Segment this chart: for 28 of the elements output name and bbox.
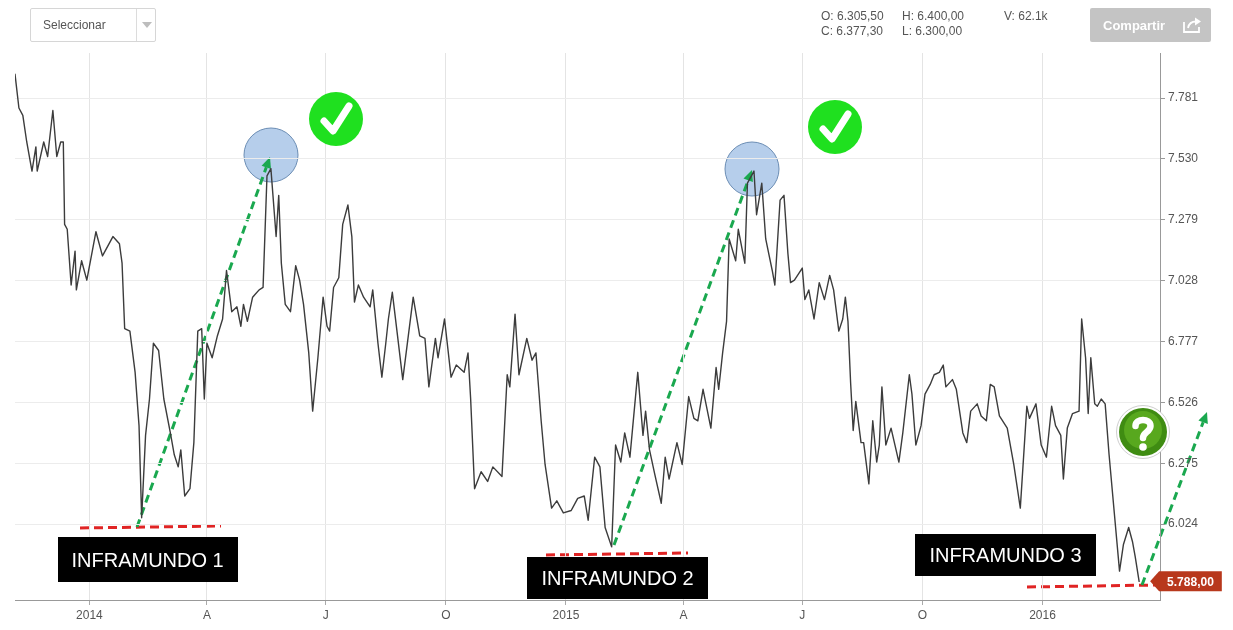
annotation: INFRAMUNDO 2 <box>527 556 709 599</box>
x-tick-label: J <box>799 607 806 622</box>
text: L: 6.300,00 <box>902 24 963 38</box>
y-tick-label: 6.024 <box>1168 516 1199 531</box>
x-tick-label: A <box>679 607 688 622</box>
annotation: INFRAMUNDO 1 <box>57 537 238 583</box>
x-tick-label: J <box>322 607 329 622</box>
x-tick-label: A <box>202 607 211 622</box>
y-tick-label: 7.530 <box>1168 151 1199 166</box>
annotation: INFRAMUNDO 3 <box>915 534 1096 576</box>
y-tick-label: 6.777 <box>1168 333 1199 348</box>
text: H: 6.400,00 <box>902 9 965 23</box>
x-tick-label: 2016 <box>1029 607 1057 622</box>
y-tick-label: 6.526 <box>1168 394 1199 409</box>
y-tick-label: 6.275 <box>1168 455 1199 470</box>
x-tick-label: O <box>917 607 928 622</box>
text: O: 6.305,50 <box>821 9 884 23</box>
x-tick-label: O <box>441 607 451 622</box>
x-tick-label: 2015 <box>552 607 580 622</box>
text: V: 62.1k <box>1004 9 1048 23</box>
y-tick-label: 7.781 <box>1168 90 1199 105</box>
y-tick-label: 7.028 <box>1168 272 1199 287</box>
annotation: 5.788,00 <box>1167 574 1215 589</box>
y-tick-label: 7.279 <box>1168 212 1199 227</box>
dropdown-field: Seleccionar <box>30 8 156 42</box>
share-button: Compartir <box>1090 8 1211 42</box>
text: C: 6.377,30 <box>821 24 884 38</box>
x-tick-label: 2014 <box>76 607 104 622</box>
